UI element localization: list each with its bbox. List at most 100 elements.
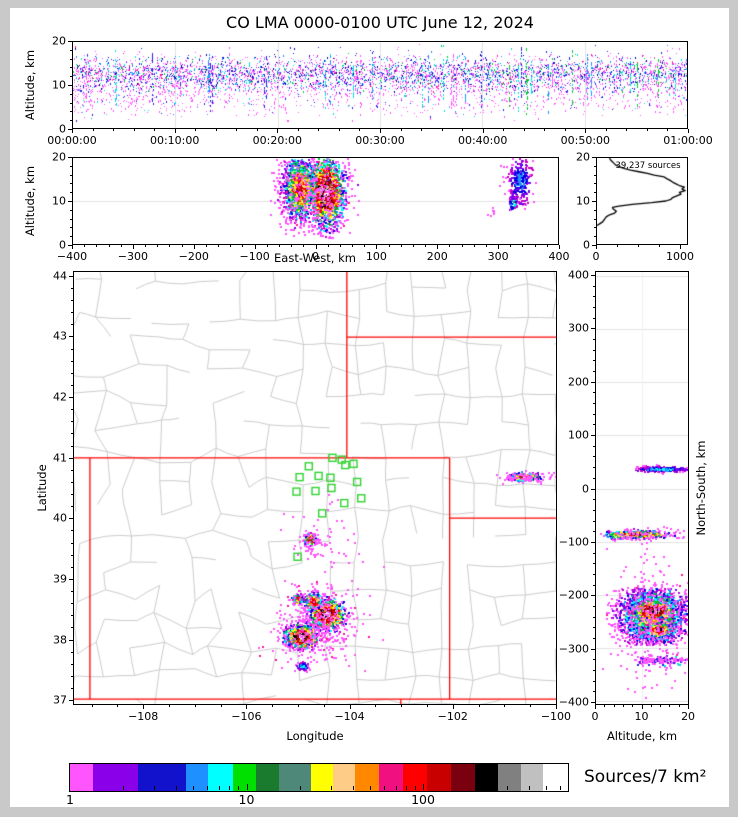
colorbar-tick xyxy=(384,786,385,790)
axis-tick xyxy=(593,681,595,682)
axis-tick xyxy=(70,94,72,95)
north-south-scatter-canvas xyxy=(596,272,688,704)
axis-tick xyxy=(71,627,73,628)
axis-tick xyxy=(449,245,450,247)
axis-tick xyxy=(591,435,595,436)
colorbar-segment xyxy=(355,764,379,791)
axis-tick xyxy=(593,456,595,457)
axis-tick-label: 10 xyxy=(52,78,66,92)
axis-tick xyxy=(585,129,586,133)
axis-tick-label: 40 xyxy=(53,511,67,525)
axis-tick xyxy=(626,129,627,131)
axis-tick xyxy=(277,129,278,133)
axis-tick-label: −100 xyxy=(558,535,589,549)
east-west-panel xyxy=(72,157,559,245)
axis-tick xyxy=(70,236,72,237)
axis-tick xyxy=(593,339,595,340)
axis-tick xyxy=(593,307,595,308)
axis-tick xyxy=(593,531,595,532)
colorbar-tick xyxy=(507,786,508,790)
axis-tick xyxy=(71,324,73,325)
axis-tick xyxy=(195,129,196,131)
axis-tick xyxy=(154,129,155,131)
axis-tick xyxy=(72,245,73,249)
axis-tick xyxy=(556,705,557,709)
axis-tick xyxy=(145,245,146,247)
axis-tick xyxy=(593,360,595,361)
axis-tick xyxy=(401,705,402,707)
axis-tick-label: 00:50:00 xyxy=(560,134,611,147)
axis-tick xyxy=(71,676,73,677)
axis-tick xyxy=(380,129,381,133)
axis-tick xyxy=(679,705,680,707)
plan-view-map-panel xyxy=(73,271,557,705)
axis-tick xyxy=(593,691,595,692)
axis-tick xyxy=(257,129,258,131)
axis-tick xyxy=(498,245,499,249)
axis-tick xyxy=(70,227,72,228)
colorbar-tick xyxy=(229,786,230,790)
axis-tick xyxy=(121,245,122,247)
axis-tick xyxy=(72,129,73,133)
colorbar-segment xyxy=(186,764,208,791)
axis-tick xyxy=(592,245,596,246)
axis-tick xyxy=(453,705,454,709)
altitude-histogram-panel xyxy=(596,157,688,245)
axis-tick xyxy=(68,245,72,246)
axis-tick-label: 44 xyxy=(53,269,67,283)
axis-tick xyxy=(593,585,595,586)
axis-tick-label: 10 xyxy=(576,194,590,208)
density-colorbar xyxy=(69,763,569,792)
axis-tick-label: −104 xyxy=(334,710,365,723)
axis-tick-label: 43 xyxy=(53,329,67,343)
axis-tick xyxy=(530,705,531,707)
colorbar-tick xyxy=(560,786,561,790)
axis-tick xyxy=(70,175,72,176)
axis-tick xyxy=(69,336,73,337)
east-west-panel-ylabel: Altitude, km xyxy=(23,165,37,237)
axis-tick xyxy=(71,312,73,313)
axis-tick xyxy=(70,183,72,184)
axis-tick-label: 00:40:00 xyxy=(457,134,508,147)
axis-tick-label: 41 xyxy=(53,451,67,465)
axis-tick xyxy=(591,328,595,329)
axis-tick-label: 39 xyxy=(53,572,67,586)
map-ylabel: Latitude xyxy=(35,464,49,512)
axis-tick xyxy=(316,245,317,249)
axis-tick xyxy=(350,705,351,709)
axis-tick xyxy=(218,245,219,247)
axis-tick xyxy=(593,521,595,522)
axis-tick xyxy=(565,129,566,131)
axis-tick xyxy=(352,245,353,247)
colorbar-tick xyxy=(238,786,239,790)
axis-tick xyxy=(593,553,595,554)
altitude-histogram-canvas xyxy=(597,158,687,244)
north-south-xlabel: Altitude, km xyxy=(606,729,678,743)
axis-tick xyxy=(593,414,595,415)
axis-tick xyxy=(593,403,595,404)
axis-tick xyxy=(71,506,73,507)
axis-tick xyxy=(221,705,222,707)
axis-tick xyxy=(93,129,94,131)
north-south-ylabel: North-South, km xyxy=(694,440,708,536)
axis-tick xyxy=(70,50,72,51)
axis-tick xyxy=(71,385,73,386)
axis-tick-label: 00:00:00 xyxy=(47,134,97,147)
axis-tick xyxy=(69,458,73,459)
axis-tick xyxy=(68,129,72,130)
axis-tick xyxy=(442,129,443,131)
axis-tick xyxy=(71,470,73,471)
axis-tick xyxy=(591,595,595,596)
axis-tick-label: 400 xyxy=(548,250,570,263)
axis-tick xyxy=(69,579,73,580)
axis-tick xyxy=(593,617,595,618)
colorbar-segment xyxy=(451,764,475,791)
axis-tick xyxy=(594,192,596,193)
axis-tick xyxy=(70,59,72,60)
axis-tick xyxy=(195,705,196,707)
axis-tick xyxy=(591,382,595,383)
axis-tick xyxy=(68,85,72,86)
axis-tick xyxy=(594,227,596,228)
colorbar-tick-label: 1 xyxy=(66,792,74,807)
colorbar-segment xyxy=(138,764,186,791)
